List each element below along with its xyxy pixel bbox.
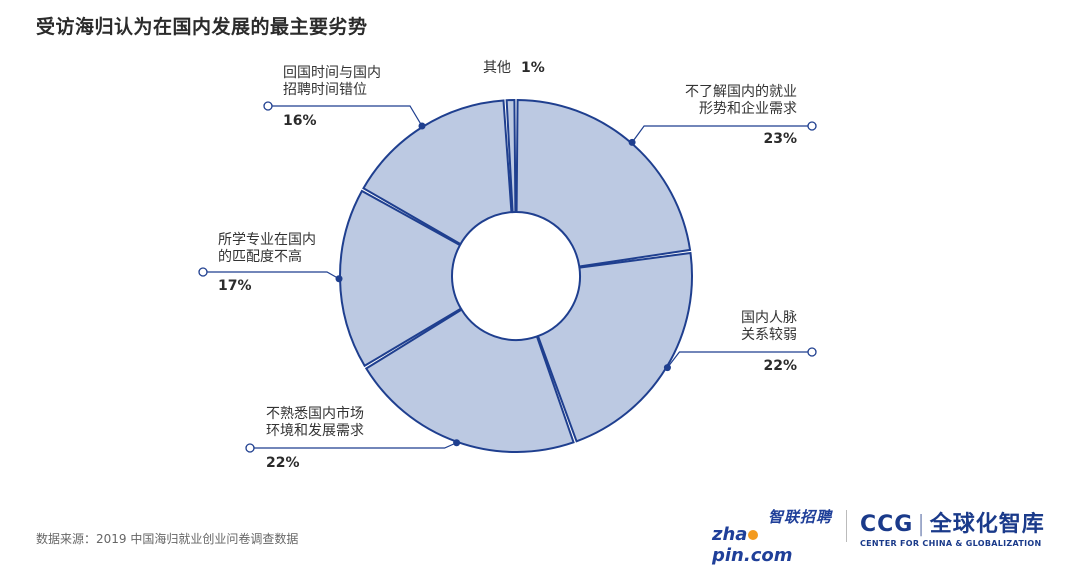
leader-end-circle: [198, 267, 208, 277]
slice-label: 形势和企业需求: [699, 100, 797, 117]
zhaopin-dot-icon: [748, 530, 759, 540]
logo-divider: [846, 510, 847, 542]
donut-slice: [505, 98, 517, 214]
slice-percent: 1%: [521, 60, 545, 76]
ccg-abbr: CCG: [860, 512, 914, 537]
leader-end-circle: [263, 101, 273, 111]
zhaopin-logo-cn: 智联招聘: [767, 508, 832, 526]
leader-line: [631, 125, 812, 143]
leader-line: [203, 271, 340, 280]
slice-label: 回国时间与国内: [283, 65, 381, 81]
slice-label: 其他: [483, 60, 511, 76]
donut-slice: [536, 251, 693, 443]
donut-slice: [362, 99, 513, 246]
leader-end-circle: [245, 443, 255, 453]
ccg-logo: CCG | 全球化智库 CENTER FOR CHINA & GLOBALIZATI…: [860, 512, 1045, 548]
slice-percent: 17%: [218, 278, 252, 294]
slice-percent: 23%: [763, 131, 797, 147]
slice-label: 所学专业在国内: [218, 232, 316, 248]
donut-slice: [364, 308, 575, 453]
slice-label: 的匹配度不高: [218, 248, 302, 265]
leader-line: [666, 351, 812, 369]
leader-end-circle: [807, 347, 817, 357]
ccg-en-name: CENTER FOR CHINA & GLOBALIZATION: [860, 539, 1042, 548]
zhaopin-logo-en: zhapin.com: [712, 524, 793, 566]
ccg-cn-name: 全球化智库: [929, 512, 1045, 537]
slice-label: 不熟悉国内市场: [266, 405, 364, 422]
slice-label: 关系较弱: [741, 327, 797, 343]
slice-percent: 22%: [763, 358, 797, 374]
donut-slice: [515, 98, 692, 268]
slice-percent: 22%: [266, 455, 300, 471]
slice-label: 招聘时间错位: [283, 82, 367, 98]
leader-line: [268, 105, 423, 127]
leader-line: [250, 442, 457, 449]
chart-title: 受访海归认为在国内发展的最主要劣势: [36, 16, 368, 38]
logo-area: 智联招聘 zhapin.com CCG | 全球化智库 CENTER FOR CHI…: [712, 506, 1052, 566]
donut-slice: [339, 189, 463, 368]
slice-label: 国内人脉: [741, 310, 797, 326]
slice-label: 环境和发展需求: [266, 423, 364, 439]
leader-end-circle: [807, 121, 817, 131]
zhaopin-logo: 智联招聘 zhapin.com: [712, 506, 832, 566]
data-source-note: 数据来源：2019 中国海归就业创业问卷调查数据: [36, 532, 299, 546]
slice-percent: 16%: [283, 113, 317, 129]
slice-label: 不了解国内的就业: [685, 84, 797, 100]
